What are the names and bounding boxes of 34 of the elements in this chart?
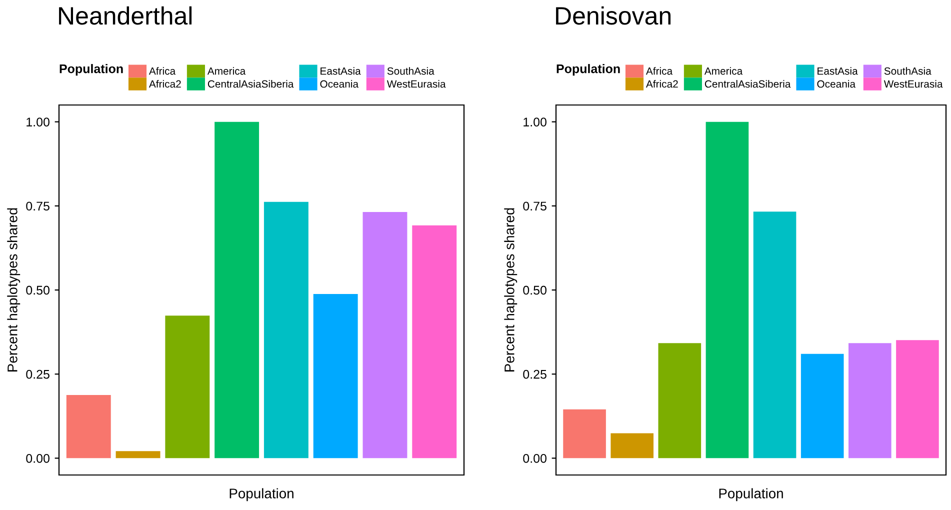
legend-label: WestEurasia: [884, 80, 943, 88]
legend-label: EastAsia: [818, 67, 858, 75]
legend-title: Population: [60, 64, 123, 76]
legend-label: Oceania: [320, 80, 359, 88]
legend-label: Africa: [148, 67, 176, 75]
legend-label: Oceania: [817, 80, 856, 88]
y-tick-label: 0.25: [523, 370, 546, 379]
chart-title: Neanderthal: [59, 6, 192, 25]
legend-label: America: [207, 67, 246, 75]
chart-title: Denisovan: [556, 6, 671, 25]
y-tick-label: 0.00: [523, 454, 546, 463]
x-axis-title: Population: [719, 488, 783, 502]
legend-label: CentralAsiaSiberia: [704, 80, 791, 88]
legend-label: Africa: [646, 67, 673, 75]
legend-label: EastAsia: [320, 67, 361, 75]
legend-label: Africa2: [148, 80, 181, 88]
legend-label: Africa2: [646, 80, 678, 88]
legend-title: Population: [556, 64, 620, 76]
y-tick-label: 1.00: [524, 118, 546, 126]
legend-label: WestEurasia: [386, 80, 446, 88]
y-tick-label: 0.75: [523, 202, 546, 211]
y-tick-label: 0.25: [26, 370, 50, 379]
y-tick-label: 1.00: [26, 118, 50, 126]
y-tick-label: 0.75: [26, 202, 50, 211]
y-axis-title: Percent haplotypes shared: [504, 208, 518, 372]
y-tick-label: 0.00: [26, 454, 50, 463]
y-tick-label: 0.50: [26, 286, 50, 295]
legend-label: CentralAsiaSiberia: [208, 80, 294, 88]
y-tick-label: 0.50: [523, 286, 546, 295]
y-axis-title: Percent haplotypes shared: [7, 208, 20, 372]
x-axis-title: Population: [230, 488, 294, 502]
legend-label: America: [704, 67, 743, 75]
legend-label: SouthAsia: [387, 67, 434, 75]
legend-label: SouthAsia: [884, 67, 932, 75]
